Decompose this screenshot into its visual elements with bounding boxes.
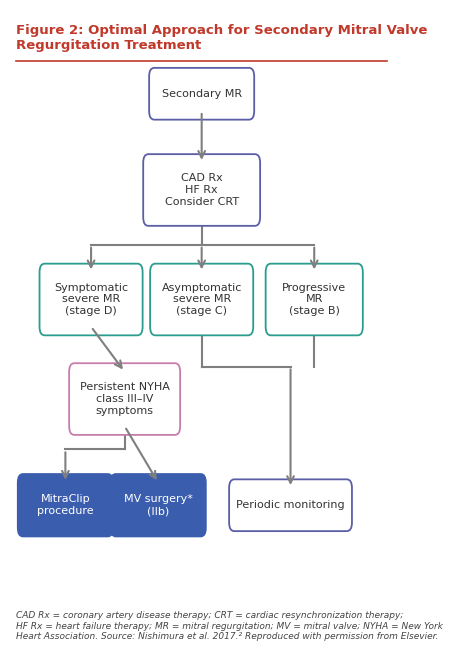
Text: CAD Rx
HF Rx
Consider CRT: CAD Rx HF Rx Consider CRT — [164, 173, 239, 206]
Text: MitraClip
procedure: MitraClip procedure — [37, 495, 94, 516]
Text: CAD Rx = coronary artery disease therapy; CRT = cardiac resynchronization therap: CAD Rx = coronary artery disease therapy… — [16, 612, 443, 641]
Text: Secondary MR: Secondary MR — [162, 89, 242, 99]
Text: Figure 2: Optimal Approach for Secondary Mitral Valve
Regurgitation Treatment: Figure 2: Optimal Approach for Secondary… — [16, 24, 428, 52]
FancyBboxPatch shape — [149, 68, 254, 120]
FancyBboxPatch shape — [229, 479, 352, 531]
Text: Progressive
MR
(stage B): Progressive MR (stage B) — [282, 283, 346, 316]
FancyBboxPatch shape — [69, 363, 180, 435]
FancyBboxPatch shape — [110, 474, 206, 536]
Text: MV surgery*
(IIb): MV surgery* (IIb) — [124, 495, 192, 516]
FancyBboxPatch shape — [150, 263, 253, 335]
Text: Symptomatic
severe MR
(stage D): Symptomatic severe MR (stage D) — [54, 283, 128, 316]
Text: Asymptomatic
severe MR
(stage C): Asymptomatic severe MR (stage C) — [162, 283, 242, 316]
FancyBboxPatch shape — [143, 154, 260, 226]
FancyBboxPatch shape — [39, 263, 143, 335]
FancyBboxPatch shape — [265, 263, 363, 335]
FancyBboxPatch shape — [18, 474, 113, 536]
Text: Periodic monitoring: Periodic monitoring — [236, 500, 345, 510]
Text: Persistent NYHA
class III–IV
symptoms: Persistent NYHA class III–IV symptoms — [80, 382, 170, 416]
